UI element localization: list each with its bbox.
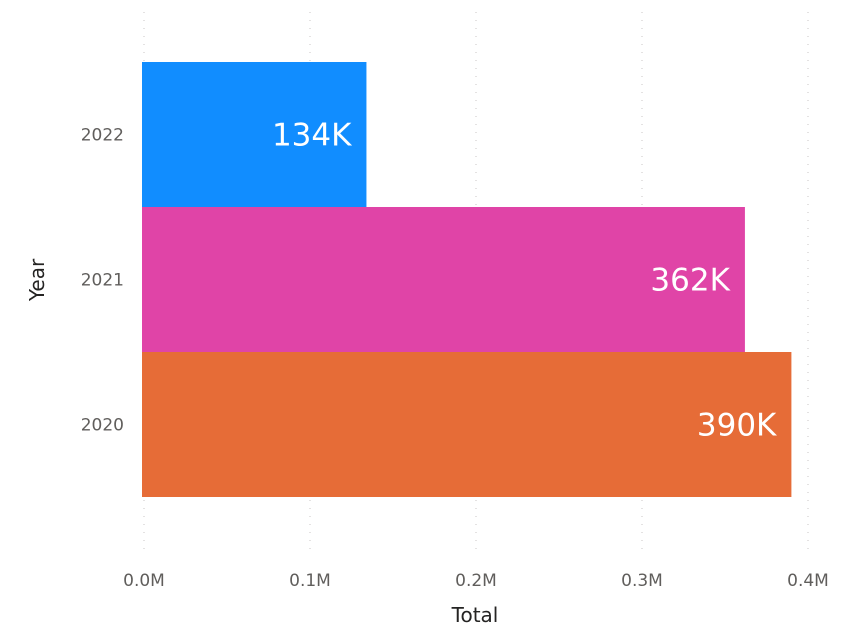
- data-labels: 134K 362K 390K: [272, 118, 777, 444]
- y-axis-tick-labels: 2022 2021 2020: [81, 126, 124, 436]
- y-tick-label: 2022: [81, 126, 124, 146]
- x-tick-label: 0.0M: [123, 571, 165, 591]
- bars: [142, 62, 792, 497]
- bar-2022[interactable]: [142, 62, 367, 207]
- data-label-2020: 390K: [697, 408, 777, 444]
- bar-2021[interactable]: [142, 207, 745, 352]
- data-label-2021: 362K: [650, 263, 730, 299]
- data-label-2022: 134K: [272, 118, 352, 154]
- x-tick-label: 0.1M: [289, 571, 331, 591]
- x-axis-title: Total: [451, 603, 499, 627]
- x-tick-label: 0.3M: [621, 571, 663, 591]
- bar-2020[interactable]: [142, 352, 792, 497]
- x-axis-tick-labels: 0.0M 0.1M 0.2M 0.3M 0.4M: [123, 571, 829, 591]
- x-tick-label: 0.4M: [787, 571, 829, 591]
- x-tick-label: 0.2M: [455, 571, 497, 591]
- y-tick-label: 2020: [81, 416, 124, 436]
- y-tick-label: 2021: [81, 271, 124, 291]
- y-axis-title: Year: [25, 258, 49, 302]
